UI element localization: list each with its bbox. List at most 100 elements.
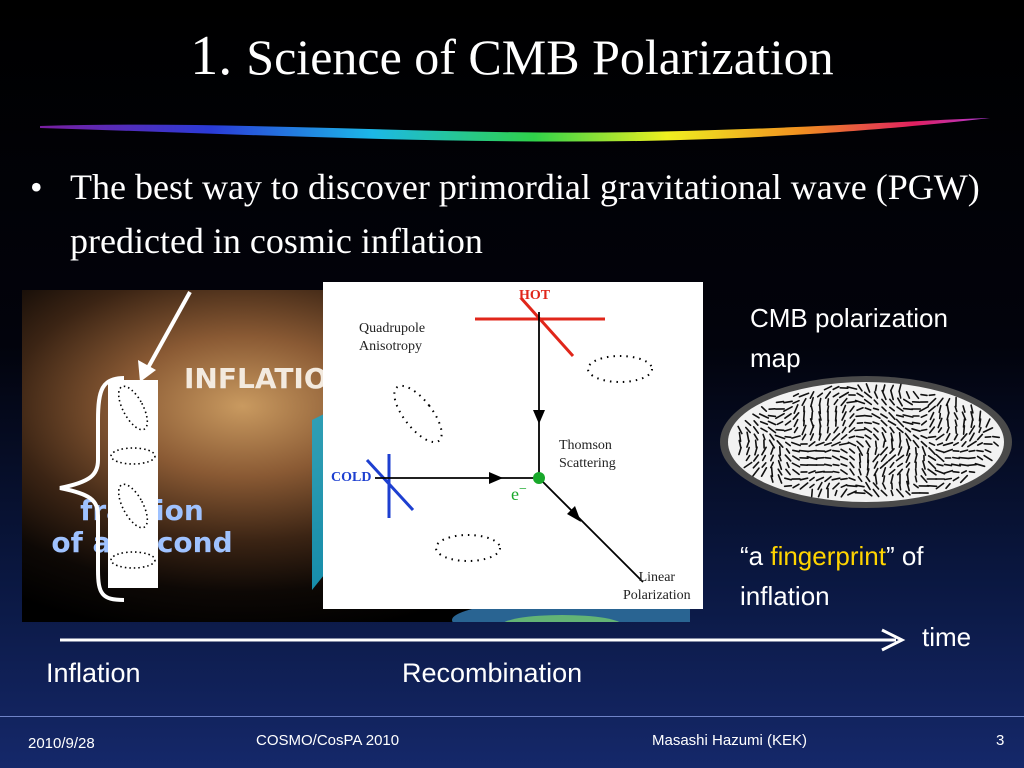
polarization-tick — [991, 435, 1001, 439]
polarization-tick — [890, 384, 894, 392]
polarization-tick — [902, 414, 914, 418]
polarization-tick — [889, 398, 895, 406]
polarization-tick — [936, 442, 944, 446]
polarization-tick — [754, 439, 758, 449]
polarization-tick — [920, 413, 928, 419]
polarization-tick — [888, 468, 896, 476]
polarization-tick — [793, 418, 799, 428]
polarization-tick — [943, 477, 953, 481]
polarization-tick — [823, 463, 833, 467]
polarization-tick — [810, 411, 814, 421]
polarization-tick — [881, 482, 887, 490]
polarization-tick — [849, 413, 855, 419]
polarization-tick — [952, 476, 960, 482]
polarization-tick — [863, 414, 873, 418]
polarization-tick — [937, 417, 943, 429]
polarization-tick — [966, 463, 978, 467]
polarization-tick — [838, 391, 850, 399]
polarization-tick — [880, 489, 888, 497]
polarization-tick — [808, 470, 816, 474]
quadrupole-label: Quadrupole Anisotropy — [359, 320, 425, 356]
polarization-tick — [959, 463, 969, 467]
polarization-tick — [760, 467, 768, 477]
polarization-tick — [793, 426, 799, 434]
polarization-tick — [921, 446, 927, 456]
polarization-tick — [976, 449, 984, 453]
bullet-dot: • — [30, 167, 43, 207]
polarization-tick — [914, 453, 918, 463]
polarization-tick — [863, 426, 873, 434]
polarization-tick — [895, 414, 905, 418]
linear-line1: Linear — [638, 570, 676, 585]
polarization-tick — [824, 475, 832, 483]
time-label: time — [922, 622, 972, 652]
polarization-tick — [942, 441, 954, 447]
linear-polarization-label: Linear Polarization — [623, 569, 691, 605]
polarization-tick — [905, 452, 911, 464]
polarization-tick — [880, 453, 888, 463]
polarization-ellipse-strip — [108, 380, 158, 588]
polarization-tick — [906, 445, 910, 457]
electron-symbol: e — [511, 484, 519, 504]
polarization-tick — [834, 489, 838, 497]
polarization-tick — [898, 391, 902, 399]
polarization-tick — [801, 397, 807, 407]
polarization-tick — [777, 468, 783, 476]
polarization-tick — [832, 385, 840, 391]
polarization-tick — [824, 449, 832, 453]
polarization-tick — [929, 418, 935, 428]
polarization-tick — [791, 462, 801, 468]
quadrupole-line2: Anisotropy — [359, 339, 422, 354]
polarization-tick — [809, 483, 815, 489]
polarization-tick — [926, 484, 938, 488]
polarization-tick — [774, 434, 786, 440]
polarization-tick — [848, 448, 856, 454]
polarization-tick — [903, 398, 913, 406]
polarization-tick — [982, 427, 994, 433]
polarization-tick — [960, 470, 968, 474]
polarization-tick — [872, 407, 880, 411]
polarization-tick — [759, 420, 769, 426]
polarization-tick — [745, 454, 751, 462]
polarization-tick — [784, 412, 792, 420]
hot-label: HOT — [519, 288, 551, 303]
thomson-label: Thomson Scattering — [559, 437, 616, 473]
polarization-tick — [855, 484, 865, 488]
polarization-tick — [838, 442, 850, 446]
polarization-tick — [784, 420, 792, 426]
polarization-tick — [826, 426, 830, 434]
polarization-tick — [890, 489, 894, 497]
polarization-tick — [942, 469, 954, 475]
polarization-tick — [889, 406, 895, 412]
polarization-tick — [760, 405, 768, 413]
polarization-tick — [855, 435, 865, 439]
polarization-tick — [928, 442, 936, 446]
polarization-tick — [954, 405, 958, 413]
polarization-tick — [927, 468, 937, 476]
footer-divider — [0, 716, 1024, 717]
cmb-map-label: CMB polarization map — [750, 298, 948, 378]
fingerprint-line2: inflation — [740, 581, 830, 611]
polarization-tick — [854, 428, 866, 432]
polarization-tick — [785, 441, 791, 447]
polarization-tick — [752, 413, 760, 419]
polarization-tick — [778, 446, 782, 456]
polarization-tick — [866, 459, 870, 471]
polarization-tick — [846, 484, 858, 488]
polarization-tick — [776, 420, 784, 426]
polarization-tick — [890, 438, 894, 450]
polarization-tick — [978, 418, 982, 428]
epoch-inflation: Inflation — [46, 658, 141, 688]
polarization-tick — [874, 384, 878, 392]
polarization-tick — [824, 456, 832, 460]
polarization-tick — [950, 463, 962, 467]
polarization-tick — [935, 448, 945, 454]
polarization-tick — [920, 393, 928, 397]
polarization-tick — [889, 461, 895, 469]
polarization-tick — [752, 467, 760, 477]
polarization-tick — [833, 426, 839, 434]
polarization-tick — [864, 407, 872, 411]
polarization-tick — [920, 475, 928, 483]
footer-author: Masashi Hazumi (KEK) — [652, 732, 808, 749]
polarization-tick — [832, 463, 840, 467]
